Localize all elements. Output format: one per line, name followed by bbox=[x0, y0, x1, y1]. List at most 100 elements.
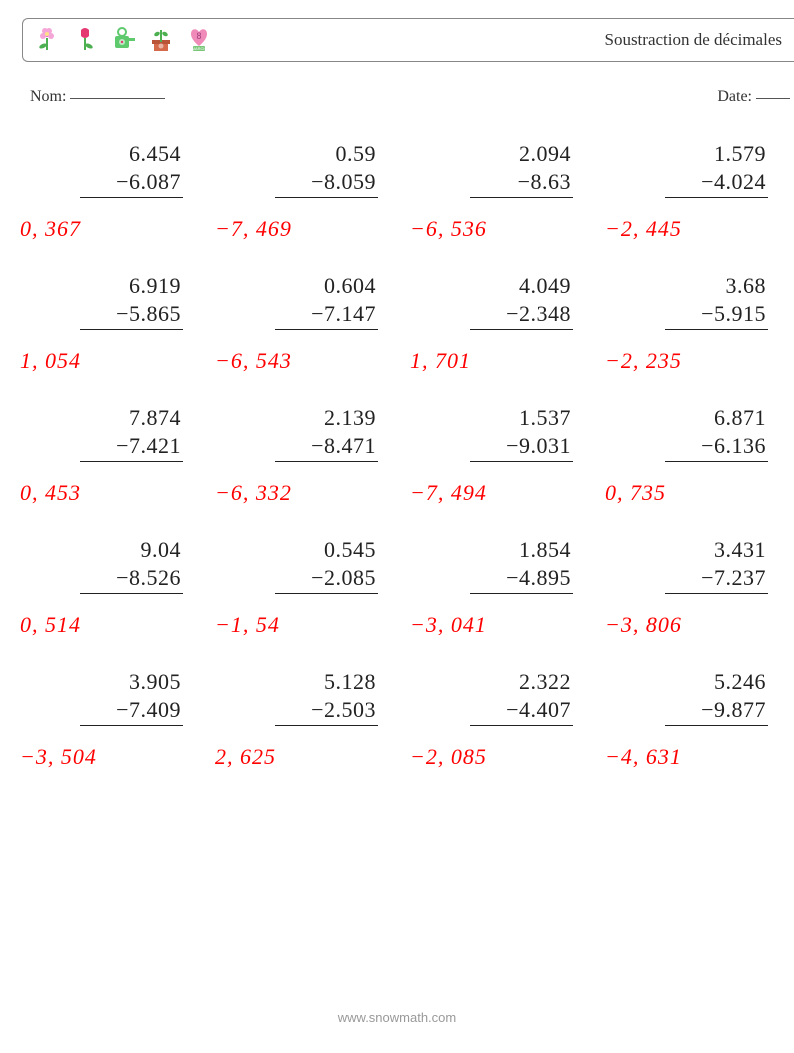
minuend: 1.579 bbox=[605, 140, 790, 168]
answer: −2, 235 bbox=[605, 348, 682, 374]
problem: 3.905−7.409 −3, 504 bbox=[20, 668, 205, 768]
problem: 3.68−5.915−2, 235 bbox=[605, 272, 790, 372]
rule-line bbox=[665, 197, 768, 198]
watering-can-icon bbox=[107, 24, 139, 56]
name-label: Nom: bbox=[30, 88, 66, 105]
name-field: Nom: bbox=[30, 88, 165, 106]
problem: 6.919−5.865 1, 054 bbox=[20, 272, 205, 372]
rule-line bbox=[470, 725, 573, 726]
problem: 7.874−7.421 0, 453 bbox=[20, 404, 205, 504]
answer: −4, 631 bbox=[605, 744, 682, 770]
minuend: 0.59 bbox=[215, 140, 400, 168]
date-underline bbox=[756, 98, 790, 99]
svg-text:8: 8 bbox=[196, 31, 201, 41]
subtrahend: −2.348 bbox=[410, 300, 595, 328]
answer: 0, 514 bbox=[20, 612, 81, 638]
problem: 2.322−4.407−2, 085 bbox=[410, 668, 595, 768]
subtrahend: −9.031 bbox=[410, 432, 595, 460]
answer: 0, 453 bbox=[20, 480, 81, 506]
rule-line bbox=[80, 725, 183, 726]
problem: 0.59−8.059−7, 469 bbox=[215, 140, 400, 240]
subtrahend: −2.503 bbox=[215, 696, 400, 724]
meta-row: Nom: Date: bbox=[30, 88, 794, 106]
problem: 4.049−2.3481, 701 bbox=[410, 272, 595, 372]
subtrahend: −7.421 bbox=[20, 432, 205, 460]
heart-calendar-icon: 8 MARCH bbox=[183, 24, 215, 56]
answer: −7, 494 bbox=[410, 480, 487, 506]
rule-line bbox=[80, 197, 183, 198]
minuend: 6.919 bbox=[20, 272, 205, 300]
rule-line bbox=[275, 329, 378, 330]
problem: 9.04−8.5260, 514 bbox=[20, 536, 205, 636]
minuend: 0.545 bbox=[215, 536, 400, 564]
rule-line bbox=[665, 461, 768, 462]
problem: 0.604−7.147 −6, 543 bbox=[215, 272, 400, 372]
worksheet-title: Soustraction de décimales bbox=[604, 30, 786, 50]
subtrahend: −6.087 bbox=[20, 168, 205, 196]
subtrahend: −9.877 bbox=[605, 696, 790, 724]
answer: 0, 367 bbox=[20, 216, 81, 242]
minuend: 1.537 bbox=[410, 404, 595, 432]
minuend: 6.871 bbox=[605, 404, 790, 432]
problem: 1.537−9.031 −7, 494 bbox=[410, 404, 595, 504]
answer: −6, 543 bbox=[215, 348, 292, 374]
subtrahend: −6.136 bbox=[605, 432, 790, 460]
rule-line bbox=[665, 329, 768, 330]
problems-grid: 6.454−6.0870, 3670.59−8.059−7, 4692.094−… bbox=[20, 140, 794, 768]
minuend: 7.874 bbox=[20, 404, 205, 432]
rule-line bbox=[80, 329, 183, 330]
footer-url: www.snowmath.com bbox=[0, 1010, 794, 1025]
subtrahend: −8.63 bbox=[410, 168, 595, 196]
minuend: 4.049 bbox=[410, 272, 595, 300]
minuend: 3.905 bbox=[20, 668, 205, 696]
tulip-icon bbox=[69, 24, 101, 56]
problem: 6.454−6.087 0, 367 bbox=[20, 140, 205, 240]
minuend: 3.68 bbox=[605, 272, 790, 300]
problem: 5.128−2.5032, 625 bbox=[215, 668, 400, 768]
minuend: 5.128 bbox=[215, 668, 400, 696]
minuend: 2.094 bbox=[410, 140, 595, 168]
problem: 2.094−8.63−6, 536 bbox=[410, 140, 595, 240]
subtrahend: −7.409 bbox=[20, 696, 205, 724]
subtrahend: −4.407 bbox=[410, 696, 595, 724]
problem: 1.579−4.024−2, 445 bbox=[605, 140, 790, 240]
subtrahend: −8.471 bbox=[215, 432, 400, 460]
answer: 0, 735 bbox=[605, 480, 666, 506]
minuend: 3.431 bbox=[605, 536, 790, 564]
rule-line bbox=[470, 461, 573, 462]
subtrahend: −7.237 bbox=[605, 564, 790, 592]
subtrahend: −4.895 bbox=[410, 564, 595, 592]
rule-line bbox=[275, 725, 378, 726]
minuend: 0.604 bbox=[215, 272, 400, 300]
answer: 1, 054 bbox=[20, 348, 81, 374]
header-icons: 8 MARCH bbox=[31, 24, 215, 56]
plant-pot-icon bbox=[145, 24, 177, 56]
date-field: Date: bbox=[717, 88, 794, 106]
rule-line bbox=[275, 593, 378, 594]
answer: −3, 806 bbox=[605, 612, 682, 638]
date-label: Date: bbox=[717, 88, 752, 105]
rule-line bbox=[80, 593, 183, 594]
rule-line bbox=[275, 461, 378, 462]
subtrahend: −7.147 bbox=[215, 300, 400, 328]
problem: 2.139−8.471−6, 332 bbox=[215, 404, 400, 504]
rule-line bbox=[275, 197, 378, 198]
minuend: 1.854 bbox=[410, 536, 595, 564]
answer: −1, 54 bbox=[215, 612, 280, 638]
minuend: 2.322 bbox=[410, 668, 595, 696]
answer: −7, 469 bbox=[215, 216, 292, 242]
subtrahend: −2.085 bbox=[215, 564, 400, 592]
subtrahend: −5.865 bbox=[20, 300, 205, 328]
minuend: 2.139 bbox=[215, 404, 400, 432]
problem: 3.431−7.237 −3, 806 bbox=[605, 536, 790, 636]
answer: −3, 504 bbox=[20, 744, 97, 770]
problem: 6.871−6.136 0, 735 bbox=[605, 404, 790, 504]
rule-line bbox=[80, 461, 183, 462]
problem: 1.854−4.895 −3, 041 bbox=[410, 536, 595, 636]
rule-line bbox=[470, 593, 573, 594]
rule-line bbox=[665, 593, 768, 594]
minuend: 6.454 bbox=[20, 140, 205, 168]
rule-line bbox=[470, 197, 573, 198]
subtrahend: −4.024 bbox=[605, 168, 790, 196]
answer: −3, 041 bbox=[410, 612, 487, 638]
